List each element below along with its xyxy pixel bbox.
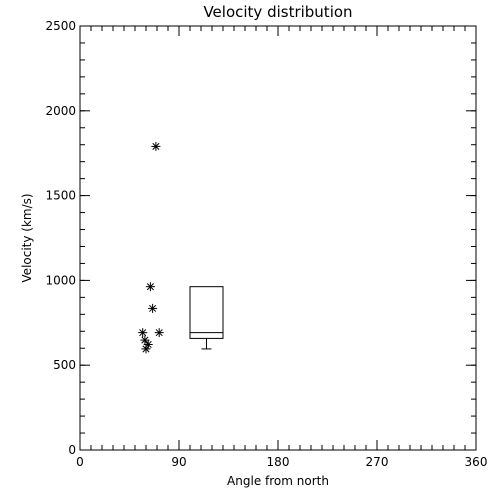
x-tick-label: 0 <box>76 455 84 469</box>
data-point <box>138 328 148 338</box>
box-plot-box <box>189 286 224 339</box>
point-stroke <box>152 142 160 150</box>
data-point <box>148 303 158 313</box>
x-tick-label: 270 <box>366 455 389 469</box>
y-tick-label: 2500 <box>45 19 76 33</box>
x-tick-label: 180 <box>267 455 290 469</box>
data-point <box>154 328 164 338</box>
y-tick-label: 2000 <box>45 104 76 118</box>
plot-frame <box>79 25 477 451</box>
axis-ticks: 0 90 180 270 360 0 500 1000 1500 2000 2500 <box>45 19 487 469</box>
y-axis-label: Velocity (km/s) <box>20 193 34 282</box>
box-plot <box>189 286 224 350</box>
point-stroke <box>142 345 150 353</box>
chart-title: Velocity distribution <box>203 3 352 21</box>
point-stroke <box>155 329 163 337</box>
y-tick-label: 0 <box>68 443 76 457</box>
point-stroke <box>149 304 157 312</box>
y-tick-label: 500 <box>53 358 76 372</box>
data-marks <box>138 141 224 354</box>
point-stroke <box>139 329 147 337</box>
point-stroke <box>141 336 149 344</box>
x-axis-label: Angle from north <box>227 474 329 488</box>
data-point <box>143 340 153 350</box>
point-stroke <box>146 283 154 291</box>
data-point <box>145 282 155 292</box>
data-point <box>141 344 151 354</box>
x-tick-label: 360 <box>465 455 488 469</box>
y-tick-label: 1000 <box>45 273 76 287</box>
x-tick-label: 90 <box>171 455 186 469</box>
y-tick-label: 1500 <box>45 189 76 203</box>
data-point <box>151 141 161 151</box>
